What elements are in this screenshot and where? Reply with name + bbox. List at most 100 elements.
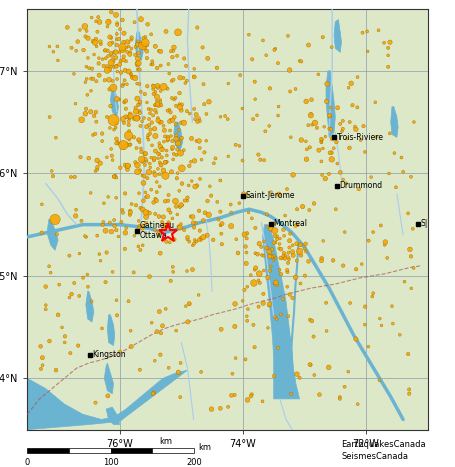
Point	[144, 175, 151, 182]
Point	[160, 213, 167, 221]
Point	[87, 87, 95, 94]
Point	[282, 212, 289, 219]
Point	[144, 208, 152, 215]
Point	[46, 337, 53, 345]
Point	[143, 42, 151, 49]
Point	[96, 18, 103, 26]
Point	[108, 52, 116, 60]
Point	[162, 28, 170, 35]
Point	[398, 154, 405, 161]
Point	[126, 110, 133, 118]
Point	[157, 329, 165, 337]
Point	[157, 101, 165, 109]
Point	[91, 130, 99, 138]
Point	[142, 150, 149, 158]
Point	[217, 221, 224, 229]
Point	[296, 57, 303, 64]
Point	[276, 245, 283, 252]
Point	[156, 170, 163, 178]
Point	[147, 106, 155, 113]
Point	[157, 48, 164, 55]
Point	[134, 162, 141, 169]
Point	[109, 156, 116, 164]
Point	[318, 257, 325, 264]
Text: Trois-Riviere: Trois-Riviere	[337, 133, 384, 142]
Point	[164, 135, 172, 143]
Point	[260, 267, 268, 274]
Point	[298, 57, 305, 65]
Point	[103, 249, 110, 256]
Point	[136, 366, 144, 374]
Point	[345, 84, 352, 92]
Point	[159, 145, 166, 153]
Point	[318, 135, 325, 143]
Point	[255, 151, 262, 158]
Polygon shape	[278, 271, 293, 378]
Point	[164, 107, 171, 114]
Point	[121, 77, 128, 84]
Point	[110, 63, 117, 71]
Point	[308, 110, 315, 118]
Point	[90, 37, 97, 45]
Point	[133, 80, 141, 87]
Point	[126, 127, 133, 135]
Point	[162, 305, 169, 312]
Point	[250, 279, 258, 287]
Point	[311, 371, 318, 379]
Point	[165, 364, 172, 371]
Point	[305, 121, 312, 129]
Point	[195, 291, 202, 299]
Point	[255, 303, 262, 311]
Point	[169, 263, 177, 270]
Point	[47, 269, 54, 276]
Point	[384, 44, 392, 51]
Point	[138, 156, 145, 163]
Point	[264, 324, 272, 332]
Point	[111, 173, 118, 180]
Point	[192, 137, 200, 145]
Point	[293, 205, 301, 213]
Point	[352, 335, 359, 343]
Point	[106, 40, 114, 48]
Point	[323, 299, 330, 306]
Point	[141, 172, 148, 180]
Point	[110, 173, 117, 180]
Point	[172, 102, 180, 109]
Point	[305, 258, 312, 265]
Point	[80, 274, 87, 281]
Point	[252, 224, 259, 232]
Point	[109, 57, 116, 64]
Point	[333, 138, 340, 146]
Point	[91, 112, 98, 120]
Point	[92, 108, 100, 116]
Point	[172, 120, 179, 128]
Point	[124, 113, 131, 121]
Point	[132, 51, 139, 58]
Point	[113, 311, 121, 319]
Point	[173, 131, 180, 139]
Point	[172, 94, 179, 102]
Point	[160, 167, 167, 174]
Point	[323, 327, 330, 335]
Point	[39, 361, 46, 369]
Point	[271, 280, 278, 287]
Point	[239, 105, 246, 112]
Point	[337, 169, 344, 176]
Point	[284, 32, 292, 40]
Point	[318, 158, 325, 165]
Point	[236, 199, 243, 207]
Point	[351, 123, 359, 130]
Point	[68, 44, 75, 51]
Point	[88, 297, 95, 305]
Point	[136, 222, 143, 230]
Point	[208, 405, 215, 413]
Point	[287, 230, 294, 237]
Point	[276, 235, 283, 242]
Point	[162, 159, 169, 166]
Text: km: km	[159, 437, 172, 446]
Point	[260, 290, 267, 297]
Point	[268, 189, 275, 196]
Point	[121, 245, 128, 253]
Point	[202, 209, 209, 217]
Point	[115, 35, 122, 42]
